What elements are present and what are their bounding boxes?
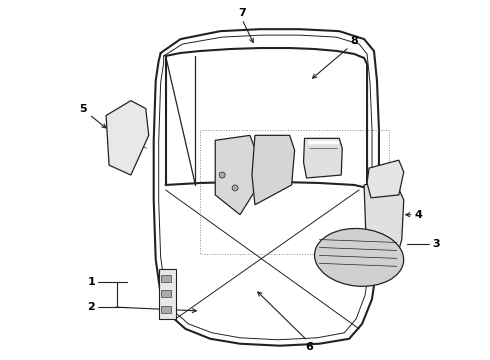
Text: 5: 5 <box>79 104 87 113</box>
Circle shape <box>219 172 225 178</box>
Text: 4: 4 <box>415 210 422 220</box>
Polygon shape <box>252 135 294 205</box>
Polygon shape <box>367 160 404 198</box>
Ellipse shape <box>315 229 404 286</box>
Bar <box>161 290 171 297</box>
Text: 7: 7 <box>238 8 246 18</box>
Bar <box>161 306 171 313</box>
Bar <box>161 275 171 282</box>
Text: 1: 1 <box>87 277 95 287</box>
Text: 2: 2 <box>87 302 95 312</box>
Polygon shape <box>364 178 404 267</box>
Polygon shape <box>106 100 149 175</box>
Text: 3: 3 <box>433 239 441 249</box>
Polygon shape <box>303 138 342 178</box>
Bar <box>200 130 389 255</box>
Polygon shape <box>215 135 265 215</box>
Circle shape <box>232 185 238 191</box>
Polygon shape <box>159 269 175 319</box>
Text: 8: 8 <box>350 36 358 46</box>
Text: 6: 6 <box>306 342 314 352</box>
